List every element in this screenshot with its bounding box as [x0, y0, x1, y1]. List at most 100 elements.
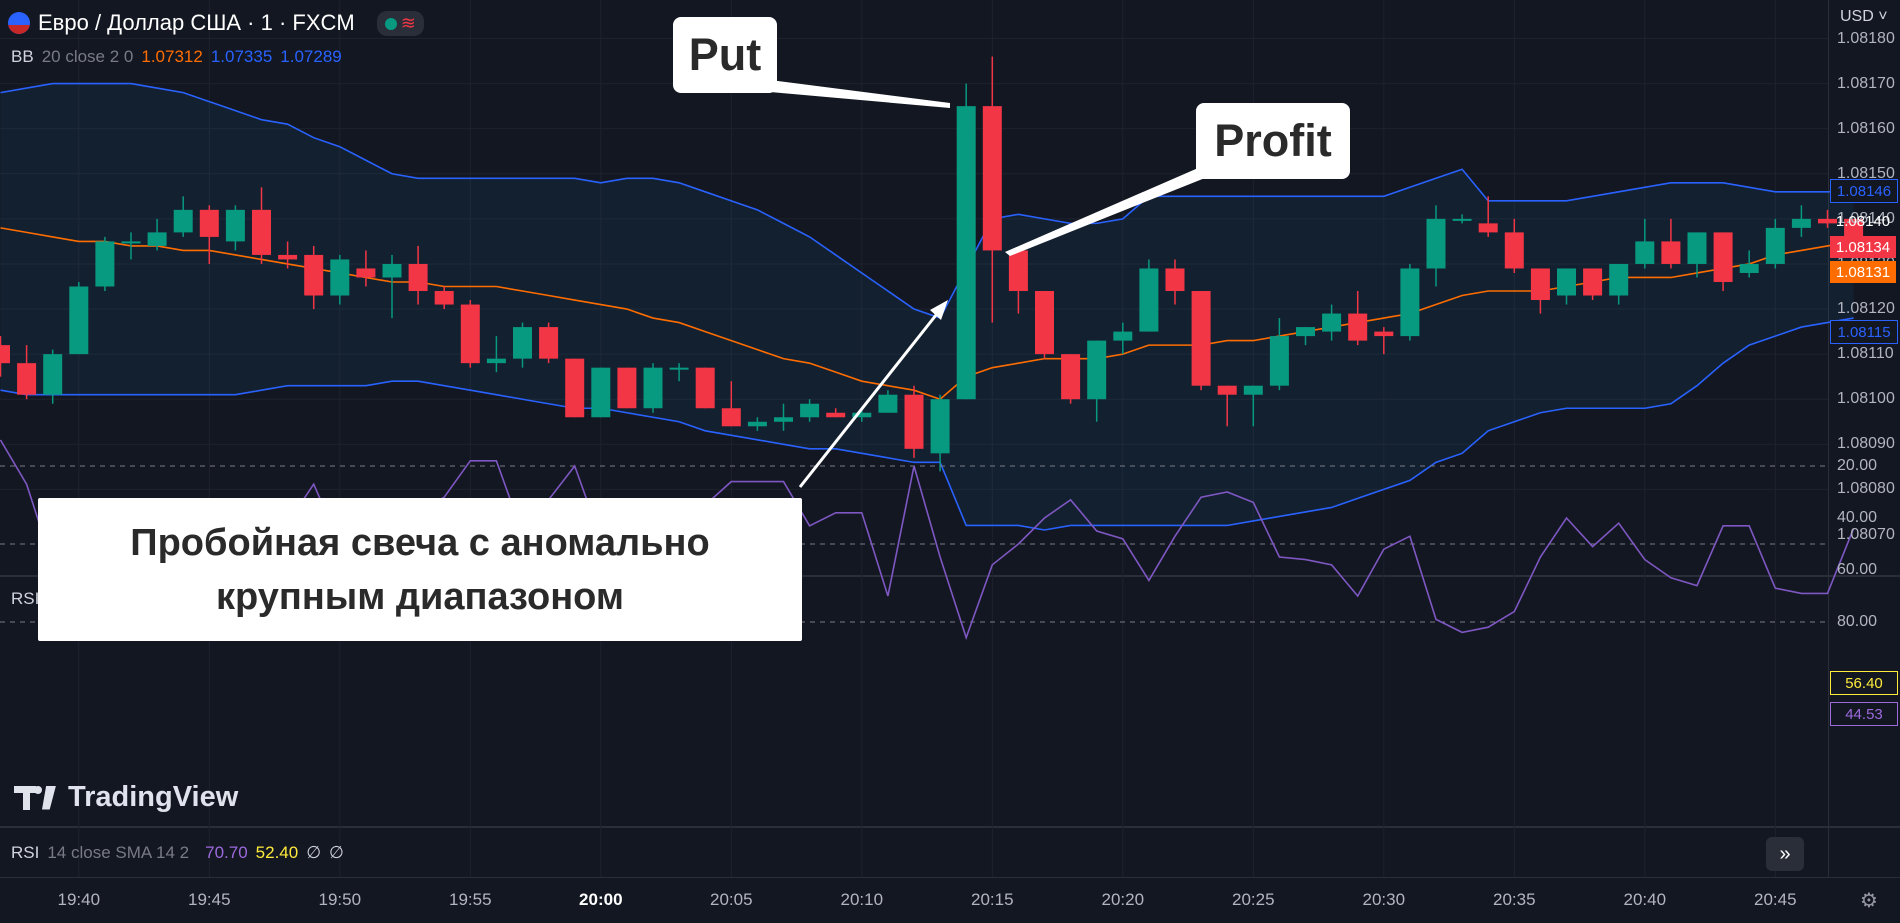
price-tick-label: 1.08100	[1837, 390, 1895, 408]
pane-separator	[0, 826, 1900, 828]
candle	[1348, 291, 1368, 346]
time-axis-border	[0, 877, 1900, 878]
time-tick-label: 20:25	[1232, 890, 1275, 909]
time-tick-label: 20:15	[971, 890, 1014, 909]
currency-flag-icon	[8, 12, 30, 34]
candle-body	[1348, 313, 1368, 341]
price-badge: 1.08134	[1830, 236, 1896, 258]
candle	[43, 349, 63, 404]
candle	[1322, 304, 1342, 341]
time-tick-label: 19:40	[57, 890, 101, 909]
candle-body	[252, 209, 271, 255]
candle-body	[1113, 331, 1133, 341]
candle-body	[1035, 291, 1054, 355]
rsi-line	[0, 439, 1855, 641]
bb-upper-value: 1.07335	[210, 47, 273, 66]
candle	[1139, 259, 1159, 332]
time-tick-label: 20:20	[1101, 890, 1145, 909]
price-tick-label: 1.08110	[1837, 345, 1894, 363]
candle-body	[1635, 241, 1655, 264]
candle	[904, 385, 924, 458]
candle-body	[43, 354, 63, 395]
candle-body	[330, 259, 350, 296]
time-tick-label: 20:00	[579, 890, 623, 909]
breakout-callout: Пробойная свеча с аномально крупным диап…	[38, 498, 802, 641]
pane-separator	[0, 575, 1900, 577]
put-pointer	[770, 80, 950, 108]
price-axis-border	[1828, 0, 1829, 877]
candle	[1035, 291, 1054, 359]
candle	[1191, 291, 1211, 391]
market-status-pill[interactable]: ≋	[376, 10, 424, 36]
candle-body	[1008, 250, 1028, 292]
candle-body	[1739, 263, 1759, 273]
candle-body	[1478, 223, 1498, 233]
time-tick-label: 19:55	[449, 890, 492, 909]
time-tick-label: 20:35	[1493, 890, 1536, 909]
candle	[434, 286, 454, 310]
candle-body	[1087, 340, 1107, 400]
rsi-legend[interactable]: RSI 14 close SMA 14 2 70.70 52.40 ∅ ∅	[11, 843, 344, 863]
candle	[252, 187, 271, 264]
candle-body	[539, 327, 559, 359]
price-tick-label: 1.08140	[1837, 209, 1895, 227]
time-axis[interactable]: 19:40 19:45 19:50 19:55 20:00 20:05 20:10 20:15…	[0, 890, 1900, 914]
candle-body	[1191, 291, 1211, 386]
symbol-title[interactable]: Евро / Доллар США · 1 · FXCM	[38, 10, 355, 35]
candle	[565, 358, 585, 418]
candle-body	[1243, 385, 1263, 395]
candle-body	[486, 358, 506, 364]
put-callout: Put	[673, 17, 777, 93]
breakout-arrow-head	[930, 300, 948, 320]
candle-body	[1687, 232, 1707, 264]
candle-body	[643, 367, 663, 409]
candle	[1426, 205, 1446, 287]
candle	[460, 300, 480, 368]
price-tick-label: 1.08170	[1837, 74, 1895, 92]
market-open-icon	[384, 17, 397, 30]
rsi-extra-2: ∅	[329, 843, 344, 862]
price-tick-label: 1.08090	[1837, 435, 1895, 453]
candle-body	[1296, 327, 1315, 337]
candle	[1400, 263, 1420, 341]
symbol-header[interactable]: Евро / Доллар США · 1 · FXCM ≋	[8, 8, 424, 38]
candle	[0, 336, 10, 377]
rsi-pane-title[interactable]: RSI	[11, 589, 40, 608]
scroll-to-realtime-button[interactable]: »	[1766, 837, 1804, 871]
candle-body	[69, 286, 89, 355]
candle-body	[1165, 268, 1185, 292]
gear-icon[interactable]: ⚙	[1860, 890, 1878, 912]
candle-body	[460, 304, 480, 364]
profit-pointer	[1005, 165, 1210, 256]
price-badge: 1.08146	[1830, 179, 1898, 203]
candle-body	[1713, 232, 1733, 282]
candle-body	[17, 363, 37, 395]
currency-selector[interactable]: USD ˅	[1840, 8, 1888, 26]
rsi-sma-value: 52.40	[255, 843, 299, 862]
tradingview-wordmark: TradingView	[68, 781, 239, 813]
candle	[95, 236, 115, 292]
candle	[147, 218, 167, 251]
candle	[1452, 214, 1472, 224]
candle	[1635, 218, 1655, 269]
candle-body	[800, 403, 820, 418]
candle-body	[1400, 268, 1420, 337]
candle-body	[747, 421, 767, 427]
candle	[356, 250, 376, 287]
candle-body	[147, 232, 167, 246]
price-badge: 1.08140	[1835, 212, 1891, 230]
bb-params: 20 close 2 0	[41, 47, 134, 66]
candle	[199, 205, 219, 264]
candle-body	[225, 209, 245, 242]
candle	[1557, 268, 1576, 305]
bb-legend[interactable]: BB 20 close 2 0 1.07312 1.07335 1.07289	[11, 47, 342, 67]
candle-body	[878, 394, 898, 413]
candle	[1087, 340, 1107, 422]
candle-body	[382, 263, 402, 278]
candle-body	[956, 106, 976, 400]
candle-body	[1217, 385, 1237, 395]
candle-body	[982, 106, 1002, 251]
candle-body	[1426, 218, 1446, 269]
breakout-arrow-line	[798, 309, 942, 488]
